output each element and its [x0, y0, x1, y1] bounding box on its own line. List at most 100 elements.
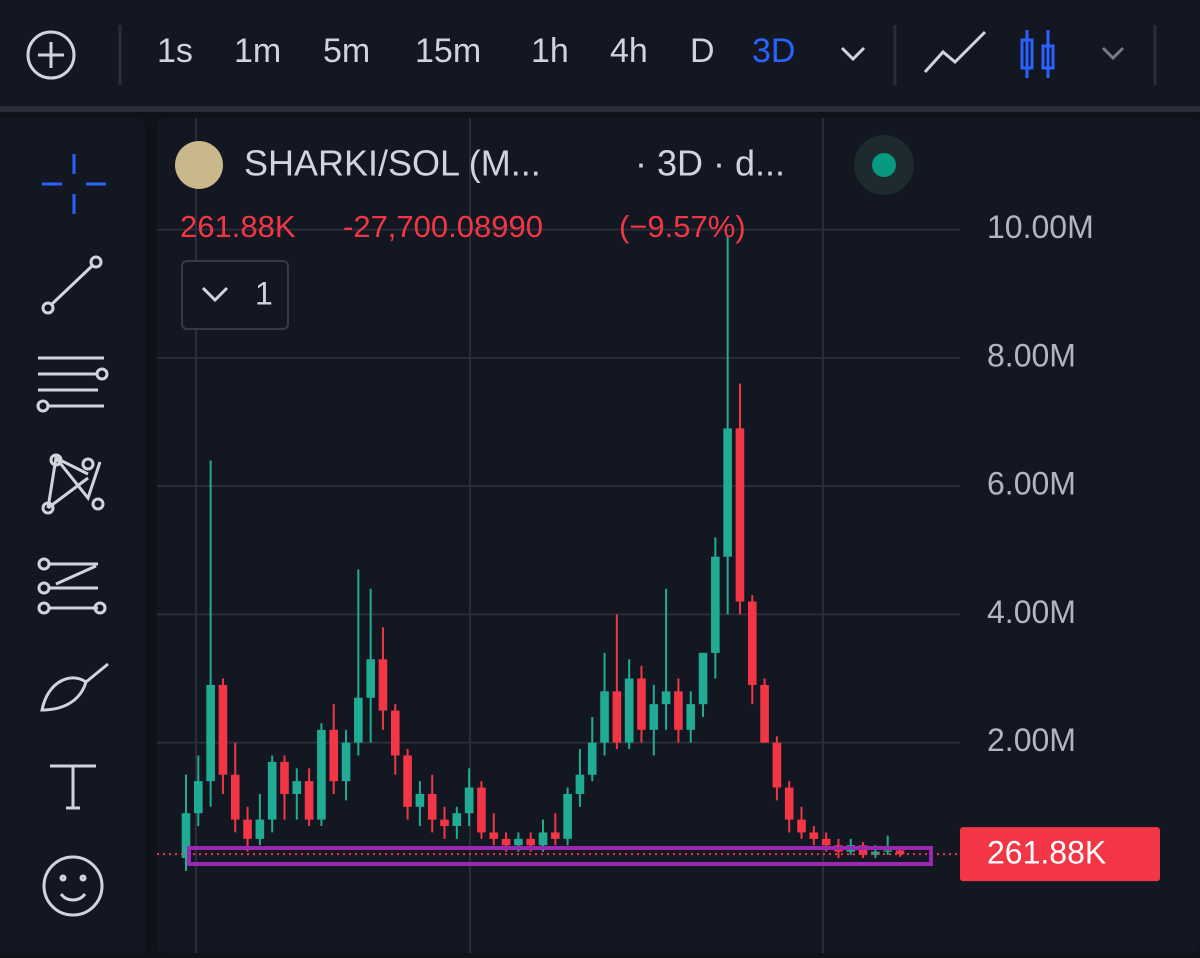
candle-body — [230, 774, 240, 820]
add-icon[interactable] — [26, 30, 76, 80]
y-tick-label: 2.00M — [987, 722, 1076, 758]
candle-body — [723, 428, 732, 557]
candle-body — [501, 838, 511, 846]
y-tick-label: 8.00M — [987, 337, 1076, 373]
symbol: SHARKI/SOL (M... — [244, 143, 541, 184]
top-toolbar: 1s 1m 5m 15m 1h 4h D 3D — [0, 0, 1200, 106]
interval[interactable]: 1h — [531, 32, 569, 70]
candle-body — [895, 850, 905, 855]
candle-body — [354, 697, 363, 743]
candle-body — [661, 691, 671, 705]
candle-body — [711, 556, 720, 653]
candle-body — [797, 819, 806, 833]
interval[interactable]: 5m — [323, 32, 371, 70]
interval[interactable]: 4h — [610, 32, 648, 70]
candle-body — [587, 742, 597, 775]
candle-body — [858, 845, 868, 855]
candle-body — [698, 652, 708, 705]
indicators-count: 1 — [255, 275, 273, 311]
candle-body — [747, 601, 757, 685]
candle-body — [612, 691, 622, 743]
candle-body — [366, 659, 375, 698]
candle-body — [329, 729, 339, 782]
y-tick-label: 10.00M — [987, 209, 1094, 245]
change-pct: (−9.57%) — [619, 209, 746, 244]
candles-icon[interactable] — [1020, 30, 1055, 78]
candle-body — [538, 832, 548, 846]
brush-tool[interactable] — [40, 662, 109, 712]
last-price-tag — [960, 827, 1160, 882]
interval[interactable]: 1s — [157, 32, 193, 70]
y-tick-label: 6.00M — [987, 466, 1076, 502]
interval[interactable]: 15m — [415, 32, 482, 70]
candle-body — [403, 755, 412, 807]
candle-body — [206, 684, 215, 782]
candle-body — [341, 742, 351, 782]
candle-body — [551, 832, 560, 839]
interval[interactable]: D — [690, 32, 715, 70]
crosshair-tool[interactable] — [42, 154, 106, 214]
last-price-label: 261.88K — [987, 835, 1106, 871]
range-box — [187, 846, 933, 866]
details: · 3D · d... — [635, 143, 785, 184]
token-icon — [175, 141, 223, 189]
candle-body — [243, 819, 252, 839]
candle-body — [772, 742, 782, 788]
tool-icons — [36, 154, 109, 917]
last-value: 261.88K — [180, 209, 296, 244]
candle-body — [600, 691, 609, 743]
candle-body — [821, 838, 831, 846]
candle-body — [464, 787, 474, 814]
text-tool[interactable] — [50, 764, 96, 810]
interval[interactable]: 1m — [234, 32, 282, 70]
candle-body — [452, 813, 462, 827]
candle-body — [784, 787, 794, 820]
candle-body — [575, 774, 585, 794]
candle-body — [267, 761, 277, 820]
candle-body — [526, 838, 535, 846]
fib-tool[interactable] — [36, 356, 109, 413]
candle-body — [390, 710, 400, 756]
candle-body — [649, 704, 659, 730]
toolbar-icons — [26, 25, 1157, 85]
change: -27,700.08990 — [343, 209, 543, 244]
candle-body — [292, 781, 302, 794]
candle-body — [809, 832, 819, 839]
candle-body — [304, 781, 314, 820]
candle-body — [218, 684, 228, 775]
candle-body — [477, 787, 486, 833]
candle-body — [563, 793, 572, 839]
candle-body — [181, 813, 191, 859]
line-chart-icon[interactable] — [923, 30, 987, 74]
candle-body — [378, 659, 388, 711]
candle-body — [624, 678, 634, 743]
candle-body — [440, 819, 449, 827]
candle-body — [686, 704, 696, 730]
candle-body — [280, 761, 289, 794]
pattern-tool[interactable] — [41, 453, 105, 515]
candle-body — [514, 838, 523, 846]
candle-body — [760, 684, 769, 743]
candle-body — [415, 793, 425, 807]
drawing-tools — [0, 118, 145, 953]
candle-body — [255, 819, 265, 839]
more-intervals[interactable] — [840, 46, 866, 62]
projection-tool[interactable] — [37, 557, 107, 615]
y-tick-label: 4.00M — [987, 594, 1076, 630]
candle-body — [674, 691, 683, 730]
candle-body — [489, 832, 499, 839]
candle-body — [883, 850, 892, 852]
candle-body — [637, 678, 646, 730]
trend-line-tool[interactable] — [41, 255, 103, 315]
indicators-toggle[interactable] — [181, 260, 289, 330]
separator — [0, 106, 1200, 112]
candle-body — [871, 851, 880, 855]
candle-body — [194, 781, 203, 814]
candle-body — [735, 428, 745, 602]
interval-active[interactable]: 3D — [752, 32, 796, 70]
candle-body — [427, 793, 437, 820]
emoji-tool[interactable] — [42, 855, 104, 917]
candle-body — [317, 729, 326, 820]
chart: 2.00M 4.00M 6.00M 8.00M 10.00M 261.88K SHARKI… — [157, 118, 1200, 953]
